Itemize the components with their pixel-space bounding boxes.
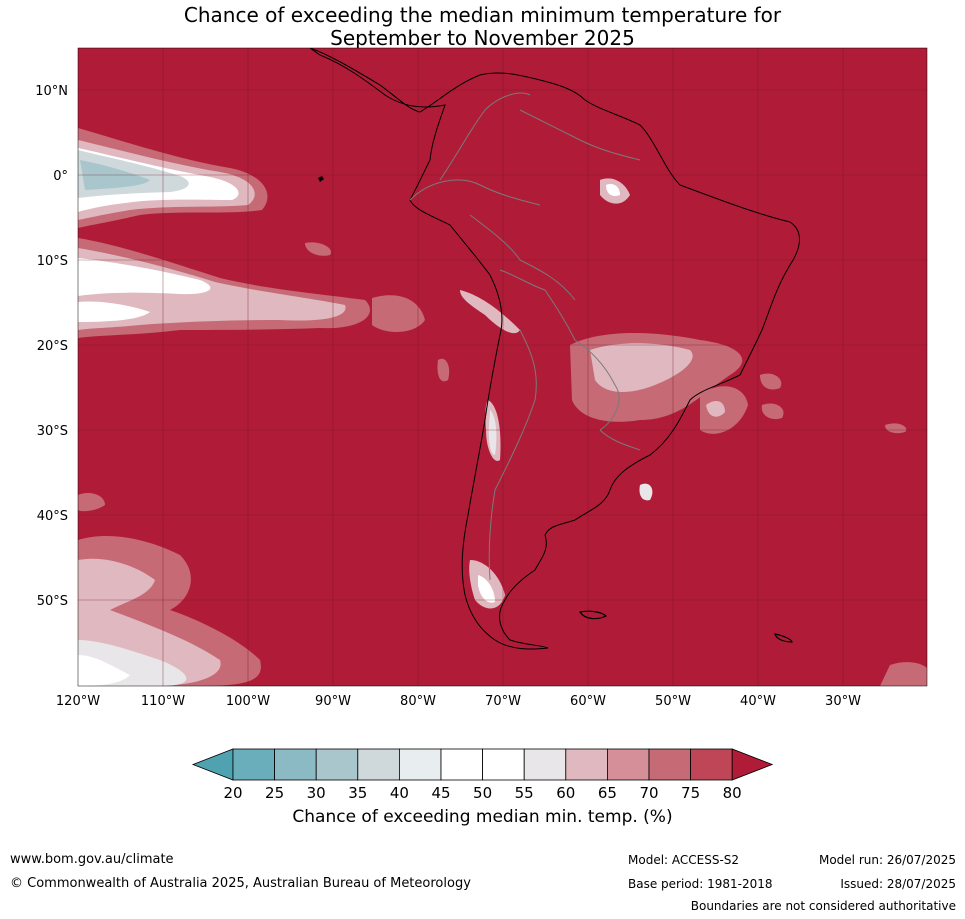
colorbar-tick-label: 65: [598, 784, 617, 802]
lon-label: 110°W: [141, 694, 185, 709]
map-background: [78, 48, 927, 686]
lat-label: 40°S: [37, 509, 68, 524]
colorbar-tick-label: 80: [723, 784, 742, 802]
lon-label: 70°W: [485, 694, 521, 709]
south-georgia: [774, 633, 793, 643]
lon-label: 80°W: [400, 694, 436, 709]
colorbar-label: Chance of exceeding median min. temp. (%…: [292, 807, 673, 827]
colorbar-segment: [315, 748, 359, 781]
colorbar-tick-label: 40: [390, 784, 409, 802]
colorbar-segment: [690, 748, 733, 781]
longitude-labels: 120°W 110°W 100°W 90°W 80°W 70°W 60°W 50…: [56, 694, 861, 709]
falkland-islands: [579, 610, 608, 620]
colorbar-tick-label: 35: [348, 784, 367, 802]
south-pacific-anomaly: [78, 493, 927, 686]
issued-text: Issued: 28/07/2025: [840, 877, 956, 891]
lon-label: 30°W: [825, 694, 861, 709]
country-borders: [409, 92, 641, 581]
colorbar-tick-label: 70: [639, 784, 658, 802]
probability-anomalies: [78, 128, 927, 686]
colorbar-high-extension: [731, 748, 774, 781]
colorbar-segment: [357, 748, 400, 781]
chart-title: Chance of exceeding the median minimum t…: [0, 4, 965, 50]
copyright-text: © Commonwealth of Australia 2025, Austra…: [10, 876, 471, 891]
latitude-labels: 10°N 0° 10°S 20°S 30°S 40°S 50°S: [35, 84, 68, 609]
south-america-coastline: [309, 48, 800, 650]
colorbar-low-extension: [191, 748, 234, 781]
lon-label: 120°W: [56, 694, 100, 709]
colorbar-tick-label: 50: [473, 784, 492, 802]
colorbar-segment: [648, 748, 691, 781]
colorbar-tick-label: 45: [431, 784, 450, 802]
colorbar-segment: [482, 748, 525, 781]
lat-label: 50°S: [37, 594, 68, 609]
lon-label: 50°W: [655, 694, 691, 709]
colorbar-segment: [440, 748, 483, 781]
gridlines: [78, 48, 927, 686]
lon-label: 90°W: [315, 694, 351, 709]
colorbar-tick-label: 20: [223, 784, 242, 802]
map-frame: [77, 47, 928, 687]
model-text: Model: ACCESS-S2: [628, 853, 740, 867]
base-period-text: Base period: 1981-2018: [628, 877, 773, 891]
colorbar-segment: [565, 748, 608, 781]
colorbar-tick-label: 75: [681, 784, 700, 802]
lat-label: 30°S: [37, 424, 68, 439]
website-text: www.bom.gov.au/climate: [10, 852, 174, 867]
colorbar-segment: [607, 748, 650, 781]
colorbar: 20 25 30 35 40 45 50 55 60 65 70 75 80: [191, 748, 774, 802]
southeast-pacific-anomaly: [78, 238, 425, 338]
lat-label: 10°N: [35, 84, 68, 99]
lat-label: 0°: [53, 169, 68, 184]
colorbar-tick-label: 55: [515, 784, 534, 802]
colorbar-segment: [523, 748, 567, 781]
lat-label: 10°S: [37, 254, 68, 269]
model-run-text: Model run: 26/07/2025: [818, 853, 956, 867]
disclaimer-text: Boundaries are not considered authoritat…: [690, 899, 956, 913]
colorbar-tick-label: 25: [265, 784, 284, 802]
lon-label: 40°W: [740, 694, 776, 709]
colorbar-segment: [274, 748, 317, 781]
lon-label: 60°W: [570, 694, 606, 709]
south-brazil-anomaly: [437, 178, 907, 609]
equatorial-pacific-anomaly: [78, 128, 268, 228]
colorbar-tick-label: 60: [556, 784, 575, 802]
colorbar-tick-label: 30: [307, 784, 326, 802]
title-line-1: Chance of exceeding the median minimum t…: [183, 3, 782, 27]
lon-label: 100°W: [226, 694, 270, 709]
galapagos: [318, 176, 324, 182]
title-line-2: September to November 2025: [330, 26, 635, 50]
lat-label: 20°S: [37, 339, 68, 354]
colorbar-segment: [232, 748, 275, 781]
colorbar-segment: [398, 748, 442, 781]
